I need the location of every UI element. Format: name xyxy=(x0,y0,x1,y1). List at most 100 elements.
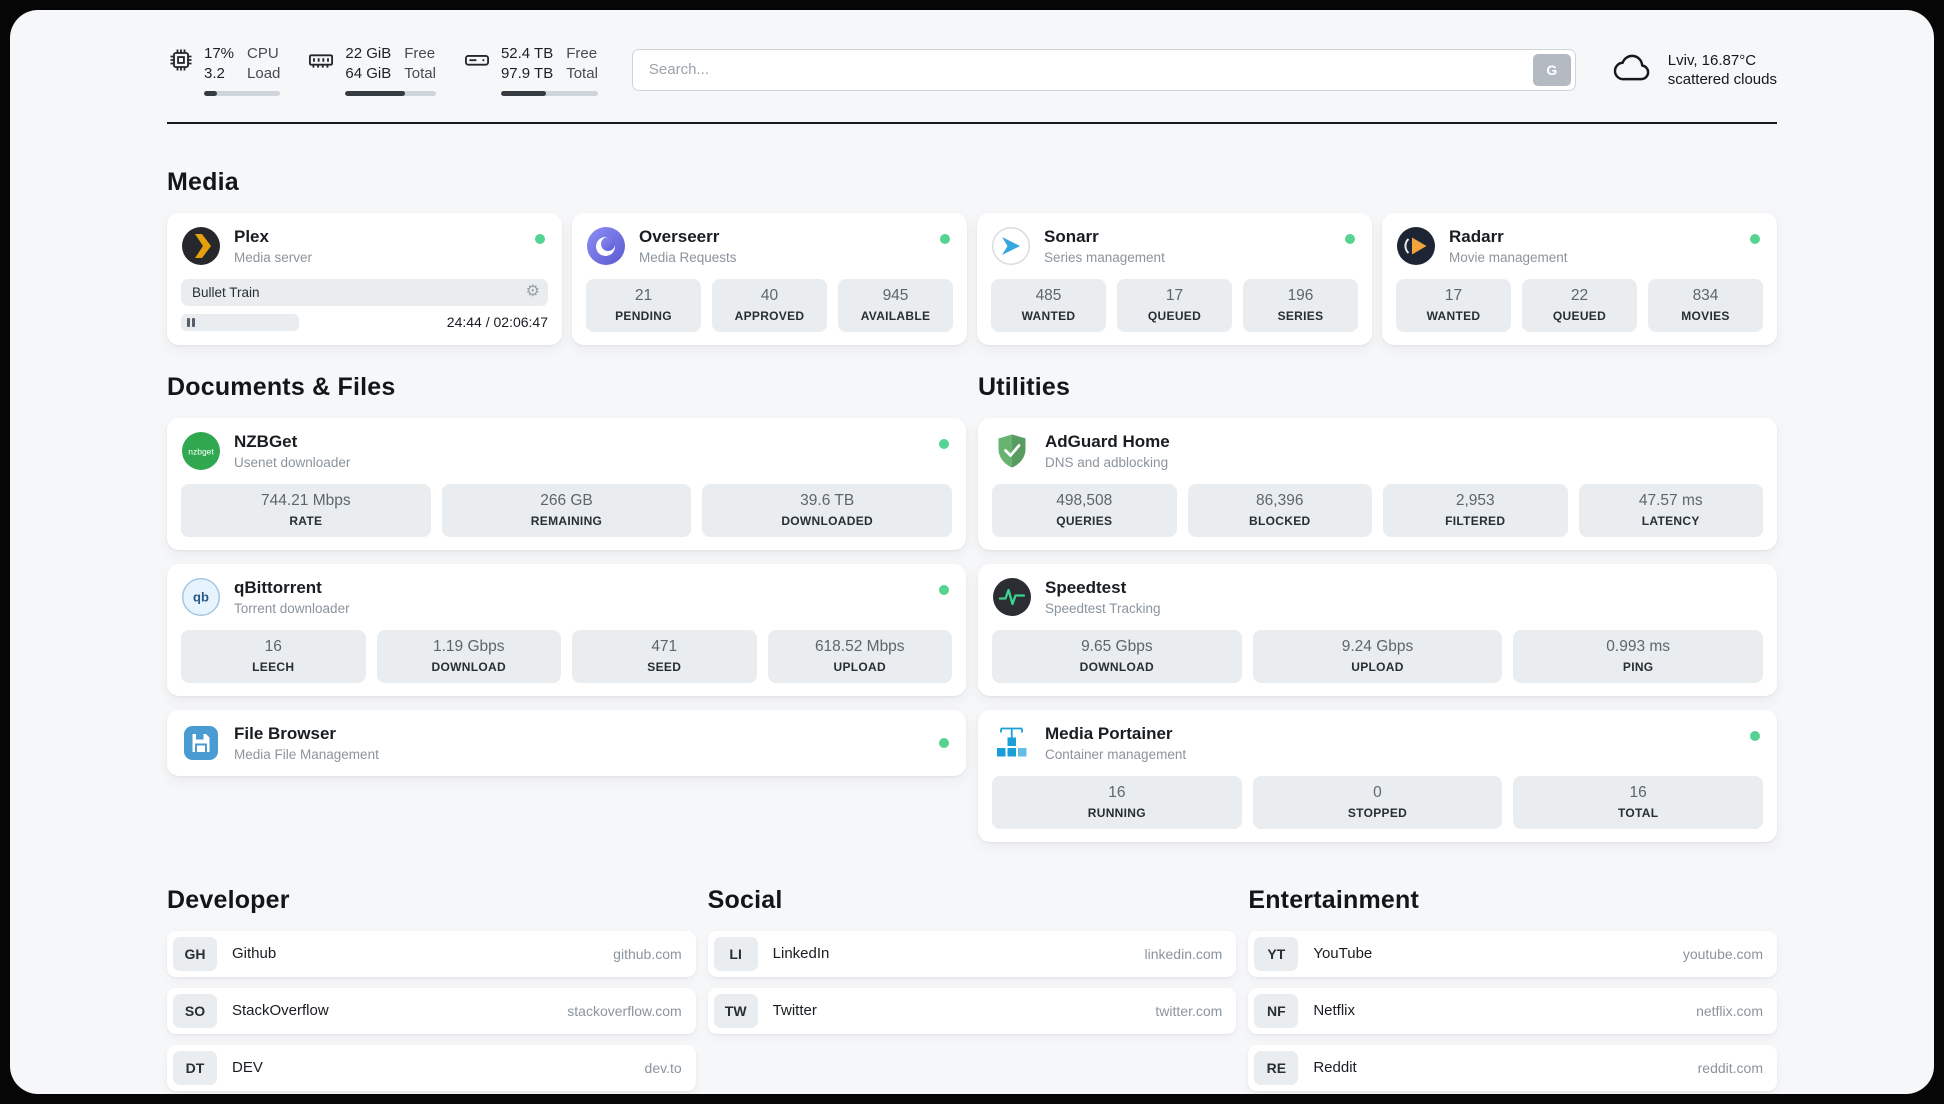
cpu-label-bottom: Load xyxy=(247,65,281,83)
bookmark-dev[interactable]: DT DEV dev.to xyxy=(167,1044,696,1091)
app-card-plex[interactable]: Plex Media server Bullet Train ⚙ 24:44 /… xyxy=(167,212,562,345)
hard-drive-icon xyxy=(462,44,492,96)
stat-value: 0.993 ms xyxy=(1606,637,1671,655)
now-playing-title: Bullet Train xyxy=(192,284,260,300)
status-dot xyxy=(939,438,949,449)
speedtest-icon xyxy=(992,577,1032,617)
bookmark-linkedin[interactable]: LI LinkedIn linkedin.com xyxy=(707,930,1237,977)
stat-value: 16 xyxy=(1629,783,1647,801)
app-card-qbittorrent[interactable]: qb qBittorrent Torrent downloader 16 LEE… xyxy=(167,563,966,696)
app-meta: Overseerr Media Requests xyxy=(639,227,737,265)
status-dot xyxy=(1750,730,1760,741)
playback-time: 24:44 / 02:06:47 xyxy=(446,314,548,330)
app-card-overseerr[interactable]: Overseerr Media Requests 21 PENDING 40 A… xyxy=(572,212,967,345)
section-title-documents: Documents & Files xyxy=(167,372,396,401)
stat-box: 485 WANTED xyxy=(991,278,1106,332)
cpu-progress-fill xyxy=(204,90,217,96)
bookmark-group-entertainment: Entertainment YT YouTube youtube.com NF … xyxy=(1248,886,1777,1091)
app-card-nzbget[interactable]: nzbget NZBGet Usenet downloader 744.21 M… xyxy=(167,417,966,550)
bookmark-twitter[interactable]: TW Twitter twitter.com xyxy=(707,987,1237,1034)
stat-box: 47.57 ms LATENCY xyxy=(1578,483,1763,537)
app-name: Overseerr xyxy=(639,226,720,246)
search-input[interactable] xyxy=(636,61,1533,79)
ram-icon xyxy=(306,44,336,96)
bookmark-youtube[interactable]: YT YouTube youtube.com xyxy=(1248,930,1777,977)
bookmark-stackoverflow[interactable]: SO StackOverflow stackoverflow.com xyxy=(167,987,696,1034)
overseerr-icon xyxy=(586,226,626,266)
search-engine-button[interactable]: G xyxy=(1532,53,1571,86)
app-subtitle: Media server xyxy=(234,249,313,265)
app-card-filebrowser[interactable]: File Browser Media File Management xyxy=(167,709,966,776)
stat-value: 17 xyxy=(1444,286,1463,304)
cloud-icon xyxy=(1610,47,1656,92)
stat-value: 47.57 ms xyxy=(1638,491,1703,509)
nzbget-icon: nzbget xyxy=(181,431,221,471)
stat-value: 17 xyxy=(1165,286,1184,304)
app-card-portainer[interactable]: Media Portainer Container management 16 … xyxy=(978,709,1777,842)
stat-value: 86,396 xyxy=(1256,491,1304,509)
stat-value: 2,953 xyxy=(1455,491,1495,509)
qbittorrent-icon: qb xyxy=(181,577,221,617)
stat-label: RUNNING xyxy=(1087,805,1146,820)
bookmark-netflix[interactable]: NF Netflix netflix.com xyxy=(1248,987,1777,1034)
app-card-adguard[interactable]: AdGuard Home DNS and adblocking 498,508 … xyxy=(978,417,1777,550)
stat-label: DOWNLOADED xyxy=(781,513,873,528)
disk-label-bottom: Total xyxy=(566,65,598,83)
weather-widget: Lviv, 16.87°C scattered clouds xyxy=(1610,47,1777,92)
app-subtitle: Torrent downloader xyxy=(234,600,350,616)
app-card-speedtest[interactable]: Speedtest Speedtest Tracking 9.65 Gbps D… xyxy=(978,563,1777,696)
bookmark-name: Github xyxy=(232,945,277,962)
app-name: Sonarr xyxy=(1044,226,1099,246)
bookmark-abbr: GH xyxy=(173,936,217,971)
app-subtitle: Movie management xyxy=(1449,249,1568,265)
stat-value: 485 xyxy=(1035,286,1062,304)
memory-widget: 22 GiB 64 GiB Free Total xyxy=(306,44,436,96)
playback-progress-bar[interactable] xyxy=(181,313,299,331)
svg-text:qb: qb xyxy=(193,589,209,604)
gear-icon[interactable]: ⚙ xyxy=(525,283,540,300)
stat-label: PING xyxy=(1622,659,1654,674)
stat-box: 1.19 Gbps DOWNLOAD xyxy=(376,629,561,683)
stat-value: 16 xyxy=(1108,783,1126,801)
bookmark-reddit[interactable]: RE Reddit reddit.com xyxy=(1248,1044,1777,1091)
bookmark-url: reddit.com xyxy=(1697,1059,1763,1076)
section-title-social: Social xyxy=(707,885,783,914)
app-card-radarr[interactable]: Radarr Movie management 17 WANTED 22 QUE… xyxy=(1382,212,1777,345)
section-title-utilities: Utilities xyxy=(978,372,1071,401)
bookmark-github[interactable]: GH Github github.com xyxy=(167,930,696,977)
bookmark-abbr: LI xyxy=(713,936,758,971)
stat-value: 22 xyxy=(1570,286,1589,304)
bookmark-name: DEV xyxy=(232,1059,263,1076)
dashboard: 17% 3.2 CPU Load xyxy=(10,10,1934,1094)
bookmark-abbr: NF xyxy=(1254,993,1299,1028)
stat-label: WANTED xyxy=(1021,308,1076,323)
section-title-entertainment: Entertainment xyxy=(1248,885,1420,914)
disk-label-top: Free xyxy=(566,45,598,62)
stat-value: 1.19 Gbps xyxy=(432,637,505,655)
app-card-sonarr[interactable]: Sonarr Series management 485 WANTED 17 Q… xyxy=(977,212,1372,345)
stat-box: 945 AVAILABLE xyxy=(838,278,953,332)
bookmark-group-developer: Developer GH Github github.com SO StackO… xyxy=(167,886,696,1091)
app-meta: Media Portainer Container management xyxy=(1045,724,1186,762)
stat-label: UPLOAD xyxy=(1351,659,1404,674)
bookmark-url: netflix.com xyxy=(1696,1002,1763,1019)
disk-widget: 52.4 TB 97.9 TB Free Total xyxy=(462,44,598,96)
filebrowser-icon xyxy=(181,723,221,763)
stat-box: 22 QUEUED xyxy=(1522,278,1637,332)
disk-free-value: 52.4 TB xyxy=(500,45,554,62)
app-subtitle: Media Requests xyxy=(639,249,737,265)
stat-value: 16 xyxy=(264,637,282,655)
now-playing-bar: Bullet Train ⚙ xyxy=(181,278,548,306)
cpu-widget: 17% 3.2 CPU Load xyxy=(167,44,281,96)
app-meta: File Browser Media File Management xyxy=(234,724,379,762)
stat-label: TOTAL xyxy=(1617,805,1659,820)
app-name: NZBGet xyxy=(234,431,298,451)
status-dot xyxy=(939,737,949,748)
stat-label: SEED xyxy=(647,659,682,674)
app-meta: Plex Media server xyxy=(234,227,312,265)
app-subtitle: DNS and adblocking xyxy=(1045,454,1169,470)
bookmark-url: linkedin.com xyxy=(1144,945,1223,962)
status-dot xyxy=(1345,233,1355,244)
stat-box: 2,953 FILTERED xyxy=(1383,483,1568,537)
section-title-media: Media xyxy=(167,167,239,196)
